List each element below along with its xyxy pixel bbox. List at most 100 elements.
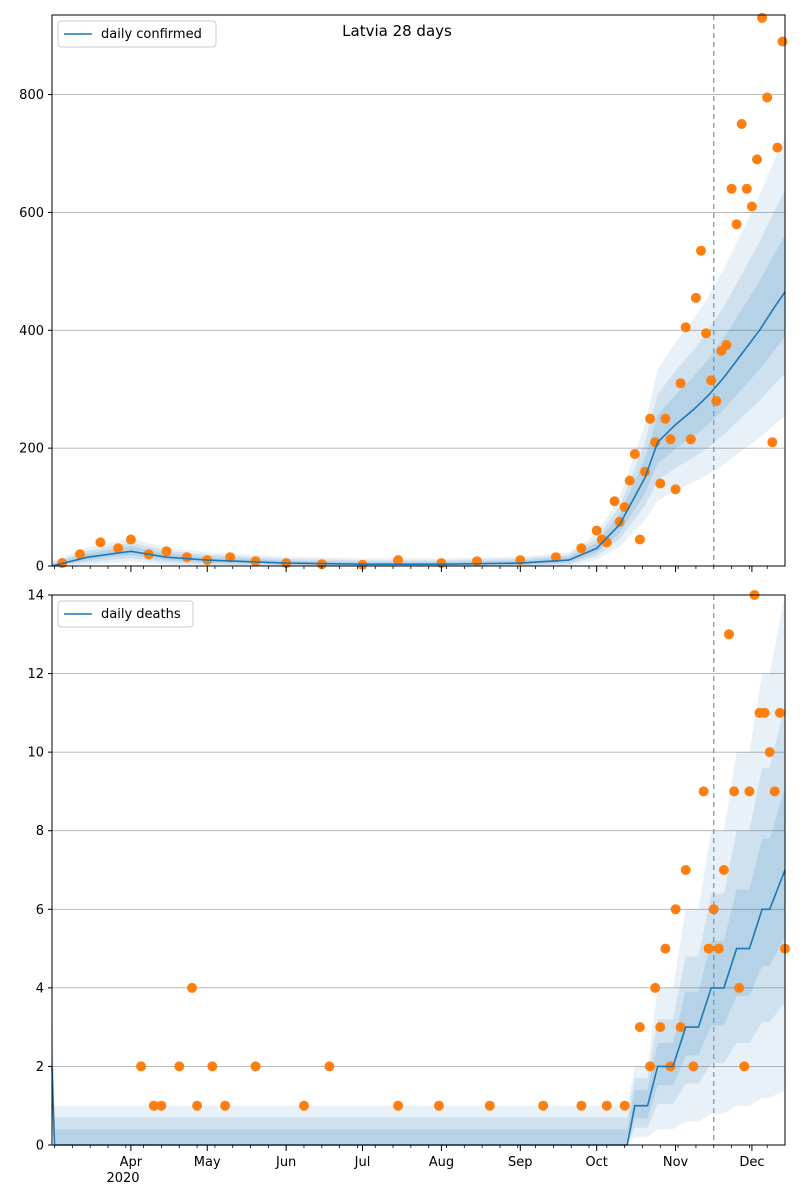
confirmed-observed-point bbox=[690, 292, 701, 303]
deaths-observed-point bbox=[650, 982, 661, 993]
confirmed-observed-point bbox=[706, 375, 717, 386]
deaths-y-tick-label: 2 bbox=[36, 1060, 44, 1075]
confirmed-observed-point bbox=[670, 484, 681, 495]
confirmed-legend-label: daily confirmed bbox=[101, 27, 202, 42]
confirmed-observed-point bbox=[772, 142, 783, 153]
confirmed-observed-point bbox=[675, 378, 686, 389]
deaths-legend-box bbox=[57, 600, 194, 628]
confirmed-y-tick-label: 400 bbox=[19, 324, 44, 339]
confirmed-panel: 0 200 400 600 800 Latvia 28 days daily confi… bbox=[19, 12, 788, 575]
deaths-observed-point bbox=[174, 1061, 185, 1072]
x-tick-label-may: May bbox=[194, 1155, 221, 1170]
confirmed-observed-point bbox=[655, 478, 666, 489]
deaths-y-tick-label: 0 bbox=[36, 1139, 44, 1154]
deaths-legend: daily deaths bbox=[57, 600, 194, 628]
confirmed-observed-point bbox=[762, 92, 773, 103]
deaths-observed-point bbox=[675, 1022, 686, 1033]
confirmed-gridlines bbox=[52, 94, 785, 449]
confirmed-observed-point bbox=[634, 534, 645, 545]
confirmed-observed-point bbox=[711, 396, 722, 406]
deaths-observed-point bbox=[680, 865, 691, 875]
deaths-observed-point bbox=[764, 747, 775, 758]
deaths-observed-point bbox=[670, 904, 681, 915]
deaths-series-line bbox=[51, 869, 786, 1146]
deaths-legend-label: daily deaths bbox=[101, 607, 181, 622]
x-tick-label-dec: Dec bbox=[739, 1155, 764, 1170]
confirmed-observed-point bbox=[726, 183, 737, 194]
deaths-observed-point bbox=[484, 1100, 495, 1111]
deaths-observed-point bbox=[250, 1061, 261, 1072]
confirmed-observed-point bbox=[660, 413, 671, 424]
confirmed-observed-point bbox=[225, 552, 236, 563]
confirmed-observed-point bbox=[181, 552, 192, 563]
confirmed-observed-point bbox=[609, 496, 620, 507]
deaths-observed-point bbox=[744, 786, 755, 797]
confirmed-observed-point bbox=[752, 154, 762, 165]
x-year-label: 2020 bbox=[106, 1171, 139, 1186]
confirmed-axes-frame bbox=[51, 14, 786, 567]
deaths-observed-point bbox=[708, 904, 719, 915]
deaths-observed-points bbox=[136, 590, 790, 1111]
x-tick-label-oct: Oct bbox=[585, 1155, 607, 1170]
deaths-observed-point bbox=[718, 865, 729, 875]
deaths-y-tick-label: 14 bbox=[27, 589, 44, 604]
confirmed-observed-point bbox=[550, 552, 561, 563]
confirmed-series-line bbox=[51, 291, 786, 567]
confirmed-observed-point bbox=[393, 555, 404, 566]
confirmed-legend: daily confirmed bbox=[57, 20, 217, 48]
confirmed-observed-point bbox=[75, 549, 85, 560]
confirmed-observed-point bbox=[161, 546, 172, 557]
deaths-observed-point bbox=[698, 786, 709, 797]
chart-title: Latvia 28 days bbox=[342, 22, 452, 40]
confirmed-y-ticks: 0 200 400 600 800 bbox=[19, 88, 52, 575]
x-tick-label-jul: Jul bbox=[354, 1155, 371, 1170]
deaths-observed-point bbox=[538, 1100, 549, 1111]
confirmed-observed-point bbox=[746, 201, 757, 212]
confirmed-observed-point bbox=[576, 543, 587, 554]
confirmed-observed-point bbox=[685, 434, 696, 445]
deaths-observed-point bbox=[655, 1022, 666, 1033]
deaths-observed-point bbox=[187, 982, 197, 993]
deaths-y-tick-label: 12 bbox=[27, 667, 44, 682]
x-tick-label-sep: Sep bbox=[508, 1155, 533, 1170]
deaths-y-tick-label: 6 bbox=[36, 903, 44, 918]
deaths-observed-point bbox=[220, 1100, 231, 1111]
deaths-observed-point bbox=[724, 629, 734, 640]
confirmed-observed-point bbox=[125, 534, 136, 545]
deaths-observed-point bbox=[576, 1100, 587, 1111]
deaths-observed-point bbox=[729, 786, 740, 797]
x-tick-label-nov: Nov bbox=[663, 1155, 689, 1170]
confirmed-observed-points bbox=[57, 12, 788, 570]
deaths-observed-point bbox=[688, 1061, 699, 1072]
deaths-observed-point bbox=[759, 707, 770, 718]
confirmed-y-tick-label: 600 bbox=[19, 206, 44, 221]
confirmed-observed-point bbox=[701, 328, 712, 339]
deaths-y-ticks: 0 2 4 6 8 10 12 14 bbox=[27, 589, 52, 1154]
confirmed-observed-point bbox=[629, 449, 640, 459]
deaths-observed-point bbox=[703, 943, 714, 954]
x-tick-label-apr: Apr bbox=[120, 1155, 143, 1170]
deaths-y-tick-label: 10 bbox=[27, 746, 44, 761]
confirmed-legend-box bbox=[57, 20, 217, 48]
deaths-observed-point bbox=[619, 1100, 630, 1111]
confirmed-observed-point bbox=[757, 12, 768, 23]
deaths-observed-point bbox=[324, 1061, 335, 1072]
confirmed-observed-point bbox=[721, 340, 732, 350]
confirmed-x-ticks bbox=[54, 566, 768, 572]
deaths-uncertainty-band bbox=[52, 595, 785, 1145]
confirmed-observed-point bbox=[741, 183, 752, 194]
confirmed-y-tick-label: 0 bbox=[36, 560, 44, 575]
deaths-observed-point bbox=[660, 943, 671, 954]
confirmed-observed-point bbox=[665, 434, 676, 445]
confirmed-observed-point bbox=[731, 219, 742, 230]
deaths-observed-point bbox=[156, 1100, 167, 1111]
deaths-observed-point bbox=[433, 1100, 444, 1111]
deaths-uncertainty-bands bbox=[52, 595, 785, 1145]
confirmed-observed-point bbox=[777, 36, 788, 47]
x-tick-label-jun: Jun bbox=[275, 1155, 296, 1170]
deaths-observed-point bbox=[769, 786, 780, 797]
confirmed-y-tick-label: 200 bbox=[19, 442, 44, 457]
confirmed-observed-point bbox=[472, 556, 482, 567]
